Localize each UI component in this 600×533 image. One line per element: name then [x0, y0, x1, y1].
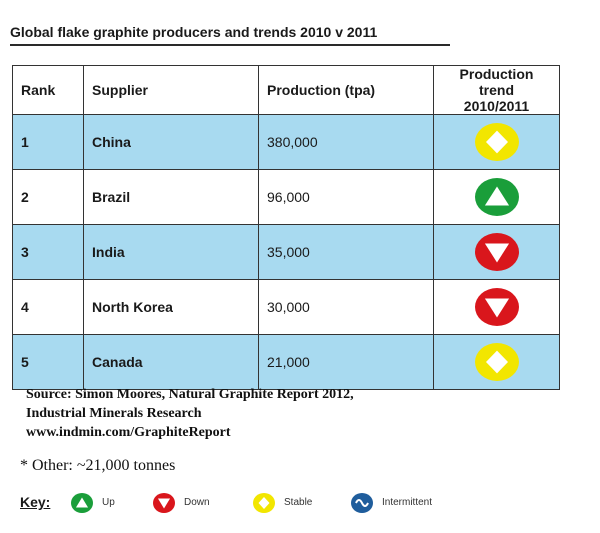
rank-cell: 2: [12, 169, 84, 225]
supplier-cell: Canada: [83, 334, 259, 390]
stable-icon: [253, 493, 275, 513]
intermittent-icon: [351, 493, 373, 513]
supplier-cell: Brazil: [83, 169, 259, 225]
header-trend-line2: 2010/2011: [463, 98, 530, 114]
header-supplier: Supplier: [83, 65, 259, 115]
other-note: * Other: ~21,000 tonnes: [20, 457, 176, 474]
table-row: 3 India 35,000: [12, 224, 560, 280]
legend-item-label: Stable: [284, 497, 313, 508]
rank-cell: 4: [12, 279, 84, 335]
legend: Key: Up Down Stable Intermittent: [20, 490, 580, 516]
table-row: 2 Brazil 96,000: [12, 169, 560, 225]
production-cell: 380,000: [258, 114, 434, 170]
header-trend: Production trend 2010/2011: [433, 65, 560, 115]
source-note: Source: Simon Moores, Natural Graphite R…: [26, 385, 354, 442]
header-production: Production (tpa): [258, 65, 434, 115]
table-row: 1 China 380,000: [12, 114, 560, 170]
stable-icon: [474, 123, 519, 161]
header-row: Rank Supplier Production (tpa) Productio…: [12, 65, 560, 115]
legend-item-label: Intermittent: [382, 497, 433, 508]
supplier-cell: China: [83, 114, 259, 170]
production-cell: 35,000: [258, 224, 434, 280]
header-rank: Rank: [12, 65, 84, 115]
rank-cell: 3: [12, 224, 84, 280]
table-row: 4 North Korea 30,000: [12, 279, 560, 335]
producers-table: Rank Supplier Production (tpa) Productio…: [12, 65, 560, 390]
up-icon: [71, 493, 93, 513]
trend-cell: [433, 334, 560, 390]
trend-cell: [433, 224, 560, 280]
legend-label: Key:: [20, 494, 51, 510]
table-row: 5 Canada 21,000: [12, 334, 560, 390]
trend-cell: [433, 169, 560, 225]
rank-cell: 1: [12, 114, 84, 170]
up-icon: [474, 178, 519, 216]
production-cell: 30,000: [258, 279, 434, 335]
legend-item-label: Up: [102, 497, 115, 508]
supplier-cell: India: [83, 224, 259, 280]
trend-cell: [433, 279, 560, 335]
header-trend-line1: Production trend: [459, 66, 534, 98]
source-line-3: www.indmin.com/GraphiteReport: [26, 425, 231, 440]
down-icon: [474, 233, 519, 271]
source-line-1: Source: Simon Moores, Natural Graphite R…: [26, 387, 354, 402]
supplier-cell: North Korea: [83, 279, 259, 335]
trend-cell: [433, 114, 560, 170]
down-icon: [474, 288, 519, 326]
production-cell: 21,000: [258, 334, 434, 390]
title-underline: [10, 44, 450, 46]
down-icon: [153, 493, 175, 513]
table-body: 1 China 380,000 2 Brazil 96,000 3 India 35,000 4 N…: [12, 114, 560, 390]
table-title: Global flake graphite producers and tren…: [10, 24, 378, 40]
production-cell: 96,000: [258, 169, 434, 225]
source-line-2: Industrial Minerals Research: [26, 406, 202, 421]
rank-cell: 5: [12, 334, 84, 390]
legend-item-label: Down: [184, 497, 210, 508]
stable-icon: [474, 343, 519, 381]
